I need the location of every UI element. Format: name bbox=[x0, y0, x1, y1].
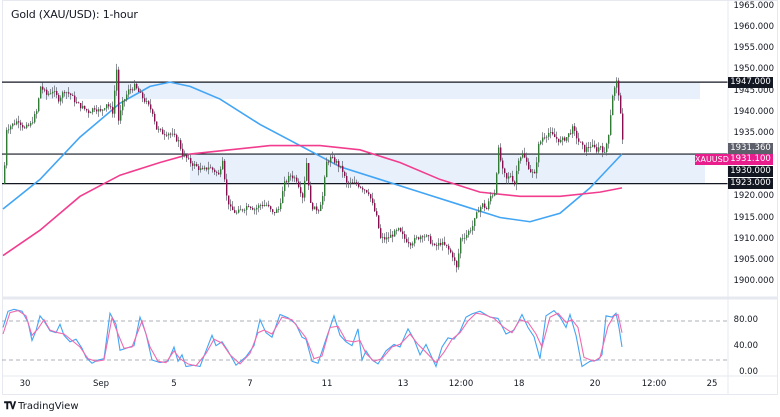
price-tick-label: 1910.000 bbox=[733, 233, 774, 244]
price-tag-1931-360: 1931.360 bbox=[728, 143, 773, 154]
time-tick-label: 12:00 bbox=[448, 379, 474, 389]
osc-tick-label: 0.00 bbox=[739, 367, 758, 377]
price-tick-label: 1905.000 bbox=[733, 254, 774, 265]
time-tick-label: 5 bbox=[171, 379, 177, 389]
time-tick-label: 7 bbox=[247, 379, 253, 389]
symbol-tag: XAUUSD bbox=[695, 154, 729, 165]
candlesticks bbox=[4, 63, 624, 273]
tradingview-logo[interactable]: 𝐓𝐕 TradingView bbox=[4, 401, 79, 412]
time-tick-label: Sep bbox=[92, 379, 110, 389]
price-tag-1923-000: 1923.000 bbox=[728, 178, 773, 189]
price-tick-label: 1965.000 bbox=[733, 1, 774, 11]
stoch-d-line bbox=[2, 310, 623, 367]
supply-demand-zones bbox=[40, 82, 705, 184]
price-tick-label: 1945.000 bbox=[733, 85, 774, 96]
price-tick-label: 1940.000 bbox=[733, 106, 774, 117]
price-tick-label: 1960.000 bbox=[733, 22, 774, 33]
price-tag-1930-000: 1930.000 bbox=[728, 166, 773, 177]
time-tick-label: 25 bbox=[706, 379, 718, 389]
price-tag-1931-100: 1931.100 bbox=[728, 154, 773, 165]
price-tag-1947-000: 1947.000 bbox=[728, 77, 773, 88]
time-tick-label: 11 bbox=[321, 379, 333, 389]
price-tick-label: 1935.000 bbox=[733, 127, 774, 138]
tradingview-logo-icon: 𝐓𝐕 bbox=[4, 401, 16, 412]
time-tick-label: 12:00 bbox=[641, 379, 667, 389]
osc-tick-label: 40.00 bbox=[733, 341, 758, 351]
chart-title: Gold (XAU/USD): 1-hour bbox=[11, 8, 138, 21]
price-tick-label: 1920.000 bbox=[733, 191, 774, 202]
zone-rect bbox=[190, 154, 705, 184]
chart-frame bbox=[2, 0, 778, 395]
time-tick-label: 13 bbox=[397, 379, 409, 389]
zone-rect bbox=[40, 82, 700, 100]
osc-tick-label: 80.00 bbox=[733, 315, 758, 325]
price-tick-label: 1915.000 bbox=[733, 212, 774, 223]
stoch-k-line bbox=[2, 308, 623, 369]
price-tick-label: 1950.000 bbox=[733, 64, 774, 75]
price-tick-label: 1900.000 bbox=[733, 275, 774, 286]
price-tick-label: 1955.000 bbox=[733, 43, 774, 54]
time-tick-label: 20 bbox=[589, 379, 601, 389]
tradingview-logo-text: TradingView bbox=[18, 401, 79, 412]
horizontal-levels[interactable] bbox=[2, 81, 728, 185]
stochastic-oscillator bbox=[2, 308, 728, 369]
ma-line bbox=[2, 144, 623, 257]
time-tick-label: 30 bbox=[19, 379, 31, 389]
ma-line bbox=[2, 81, 623, 223]
time-tick-label: 18 bbox=[513, 379, 525, 389]
